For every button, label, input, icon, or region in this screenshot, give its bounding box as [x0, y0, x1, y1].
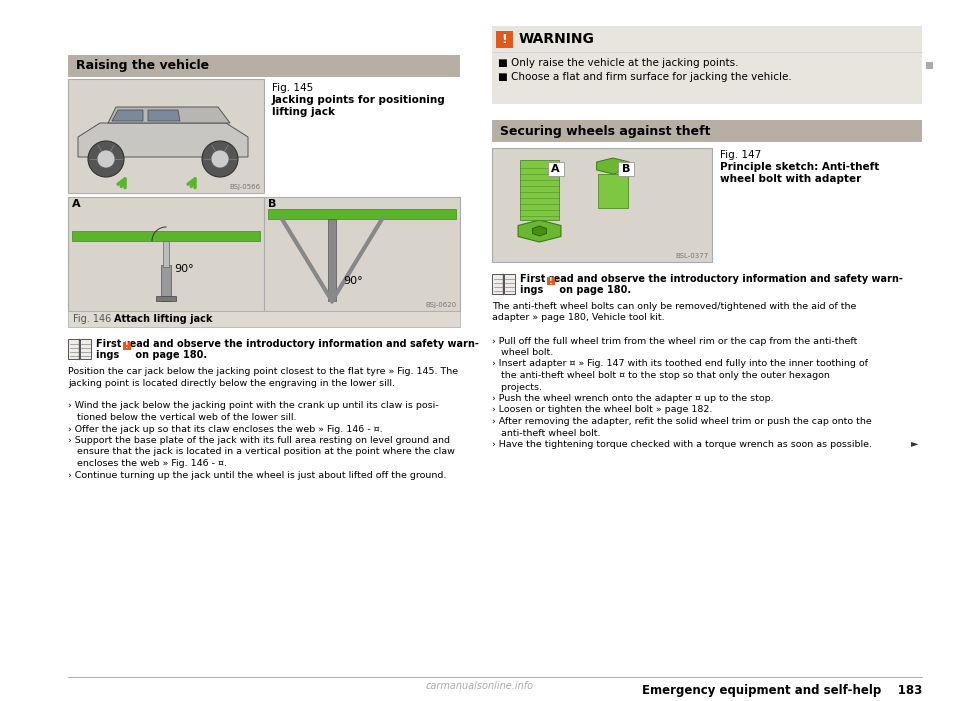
Text: the anti-theft wheel bolt ¤ to the stop so that only the outer hexagon: the anti-theft wheel bolt ¤ to the stop … [492, 371, 829, 380]
Text: › Loosen or tighten the wheel bolt » page 182.: › Loosen or tighten the wheel bolt » pag… [492, 405, 712, 414]
Bar [68, 55, 460, 77]
Text: › Push the wheel wrench onto the adapter ¤ up to the stop.: › Push the wheel wrench onto the adapter… [492, 394, 774, 403]
Text: Securing wheels against theft: Securing wheels against theft [500, 125, 710, 137]
Text: projects.: projects. [492, 383, 542, 391]
Text: tioned below the vertical web of the lower sill.: tioned below the vertical web of the low… [68, 413, 297, 422]
Text: Emergency equipment and self-help    183: Emergency equipment and self-help 183 [641, 684, 922, 697]
Text: A: A [551, 164, 560, 174]
Text: ings: ings [96, 350, 123, 360]
Bar [492, 26, 922, 52]
Bar [68, 79, 264, 193]
Text: Attach lifting jack: Attach lifting jack [114, 314, 212, 324]
Polygon shape [112, 110, 143, 121]
Polygon shape [533, 226, 546, 236]
Text: B: B [268, 199, 276, 209]
Text: ensure that the jack is located in a vertical position at the point where the cl: ensure that the jack is located in a ver… [68, 447, 455, 456]
Bar [123, 342, 131, 350]
Text: jacking point is located directly below the engraving in the lower sill.: jacking point is located directly below … [68, 379, 395, 388]
Bar [161, 265, 171, 301]
Bar [328, 219, 336, 301]
Text: Fig. 147: Fig. 147 [720, 150, 761, 160]
Bar [520, 160, 559, 220]
Text: › Insert adapter ¤ » Fig. 147 with its toothed end fully into the inner toothing: › Insert adapter ¤ » Fig. 147 with its t… [492, 360, 868, 369]
Text: wheel bolt.: wheel bolt. [492, 348, 553, 357]
Bar [72, 231, 260, 241]
Bar [268, 209, 456, 219]
Text: ■ Choose a flat and firm surface for jacking the vehicle.: ■ Choose a flat and firm surface for jac… [498, 72, 792, 82]
Bar [492, 274, 503, 294]
Text: ■ Only raise the vehicle at the jacking points.: ■ Only raise the vehicle at the jacking … [498, 58, 738, 68]
Bar [156, 296, 176, 301]
Bar [504, 274, 515, 294]
Text: !: ! [502, 33, 508, 46]
Circle shape [211, 150, 229, 168]
Text: First read and observe the introductory information and safety warn-: First read and observe the introductory … [520, 274, 902, 284]
Text: ings: ings [520, 285, 546, 295]
Text: ►: ► [910, 438, 918, 448]
Polygon shape [148, 110, 180, 121]
Text: › Support the base plate of the jack with its full area resting on level ground : › Support the base plate of the jack wit… [68, 436, 450, 445]
Bar [68, 339, 79, 359]
Text: Fig. 145: Fig. 145 [272, 83, 313, 93]
Text: › Continue turning up the jack until the wheel is just about lifted off the grou: › Continue turning up the jack until the… [68, 470, 446, 479]
Text: 90°: 90° [174, 264, 194, 274]
Text: wheel bolt with adapter: wheel bolt with adapter [720, 174, 861, 184]
Text: !: ! [549, 276, 553, 285]
Text: A: A [72, 199, 81, 209]
Text: !: ! [125, 341, 129, 350]
Bar [68, 311, 460, 327]
Text: BSJ-0620: BSJ-0620 [426, 302, 457, 308]
Text: The anti-theft wheel bolts can only be removed/tightened with the aid of the: The anti-theft wheel bolts can only be r… [492, 302, 856, 311]
Bar [598, 174, 628, 208]
Text: › After removing the adapter, refit the solid wheel trim or push the cap onto th: › After removing the adapter, refit the … [492, 417, 872, 426]
Text: anti-theft wheel bolt.: anti-theft wheel bolt. [492, 428, 601, 437]
Text: WARNING: WARNING [519, 32, 595, 46]
Circle shape [88, 141, 124, 177]
Text: 90°: 90° [343, 276, 363, 286]
Polygon shape [596, 158, 630, 174]
Bar [68, 197, 460, 311]
Bar [547, 277, 555, 285]
Circle shape [202, 141, 238, 177]
Text: lifting jack: lifting jack [272, 107, 335, 117]
Text: Raising the vehicle: Raising the vehicle [76, 60, 209, 72]
Text: › Wind the jack below the jacking point with the crank up until its claw is posi: › Wind the jack below the jacking point … [68, 402, 439, 411]
Polygon shape [108, 107, 230, 123]
Bar [496, 31, 513, 48]
Text: adapter » page 180, Vehicle tool kit.: adapter » page 180, Vehicle tool kit. [492, 313, 664, 322]
Text: Fig. 146: Fig. 146 [73, 314, 111, 324]
Bar [926, 62, 933, 69]
Text: Position the car jack below the jacking point closest to the flat tyre » Fig. 14: Position the car jack below the jacking … [68, 367, 458, 376]
Text: BSL-0377: BSL-0377 [676, 253, 709, 259]
Text: on page 180.: on page 180. [132, 350, 207, 360]
Text: › Have the tightening torque checked with a torque wrench as soon as possible.: › Have the tightening torque checked wit… [492, 440, 872, 449]
Text: BSJ-0566: BSJ-0566 [229, 184, 261, 190]
Text: › Offer the jack up so that its claw encloses the web » Fig. 146 - ¤.: › Offer the jack up so that its claw enc… [68, 425, 383, 433]
Text: › Pull off the full wheel trim from the wheel rim or the cap from the anti-theft: › Pull off the full wheel trim from the … [492, 336, 857, 346]
Bar [492, 26, 922, 104]
Text: on page 180.: on page 180. [556, 285, 631, 295]
Text: Jacking points for positioning: Jacking points for positioning [272, 95, 445, 105]
Bar [80, 339, 91, 359]
Bar [547, 162, 564, 176]
Bar [492, 148, 712, 262]
Text: B: B [622, 164, 630, 174]
Circle shape [97, 150, 115, 168]
Text: First read and observe the introductory information and safety warn-: First read and observe the introductory … [96, 339, 479, 349]
Polygon shape [78, 123, 248, 157]
Text: Principle sketch: Anti-theft: Principle sketch: Anti-theft [720, 162, 879, 172]
Bar [492, 120, 922, 142]
Text: carmanualsonline.info: carmanualsonline.info [426, 681, 534, 691]
Bar [163, 241, 169, 267]
Polygon shape [518, 220, 561, 242]
Bar [618, 162, 634, 176]
Text: encloses the web » Fig. 146 - ¤.: encloses the web » Fig. 146 - ¤. [68, 459, 227, 468]
